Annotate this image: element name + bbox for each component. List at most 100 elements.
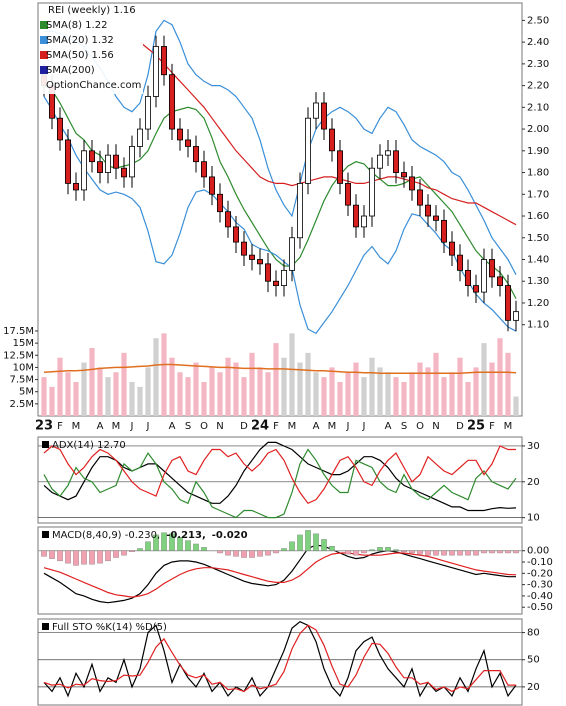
tick-label: 1.60: [527, 211, 549, 222]
volume-bar: [129, 381, 135, 416]
month-label: J: [362, 421, 366, 432]
histogram-bar: [49, 550, 55, 559]
month-label: J: [130, 421, 134, 432]
indicator-line: [43, 552, 517, 598]
candle-body: [336, 150, 343, 184]
histogram-bar: [73, 550, 79, 566]
histogram-bar: [281, 548, 287, 551]
histogram-bar: [449, 550, 455, 556]
watermark: OptionChance.com: [46, 80, 141, 91]
month-label: F: [489, 421, 495, 432]
histogram-bar: [105, 550, 111, 562]
volume-bar: [177, 372, 183, 416]
legend-label: SMA(50) 1.56: [46, 50, 114, 61]
histogram-bar: [329, 546, 335, 551]
tick-label: 1.30: [527, 276, 549, 287]
candle-body: [296, 183, 303, 239]
candle-body: [144, 96, 151, 130]
candle-body: [360, 215, 367, 228]
volume-bar: [121, 352, 127, 416]
candle-body: [272, 280, 279, 286]
volume-bar: [441, 377, 447, 416]
tick-label: -0.20: [527, 568, 553, 579]
histogram-bar: [481, 550, 487, 554]
histogram-bar: [505, 550, 511, 554]
candle-body: [472, 285, 479, 293]
histogram-bar: [185, 540, 191, 551]
histogram-bar: [417, 550, 423, 555]
tick-label: 2.00: [527, 124, 549, 135]
histogram-bar: [257, 550, 263, 557]
candle-body: [320, 102, 327, 130]
volume-bar: [361, 377, 367, 416]
volume-bar: [41, 377, 47, 416]
volume-bar: [217, 372, 223, 416]
volume-bar: [273, 343, 279, 416]
legend-label: SMA(200): [46, 65, 95, 76]
candle-body: [480, 259, 487, 293]
tick-label: 30: [527, 441, 540, 452]
month-label: N: [432, 421, 439, 432]
month-label: D: [456, 421, 464, 432]
histogram-bar: [297, 534, 303, 551]
tick-label: 1.20: [527, 298, 549, 309]
month-label: S: [401, 421, 407, 432]
candle-body: [504, 285, 511, 321]
histogram-bar: [177, 537, 183, 551]
candle-body: [176, 128, 183, 141]
legend-swatch: [42, 623, 49, 630]
volume-bar: [369, 357, 375, 416]
month-label: M: [112, 421, 121, 432]
histogram-bar: [233, 550, 239, 557]
candle-body: [168, 74, 175, 130]
tick-label: 2.5M: [9, 399, 34, 410]
histogram-bar: [441, 550, 447, 556]
histogram-bar: [369, 549, 375, 551]
volume-bar: [65, 372, 71, 416]
month-label: A: [169, 421, 176, 432]
month-label: A: [385, 421, 392, 432]
panel-label: -0.020: [212, 530, 248, 541]
histogram-bar: [497, 550, 503, 554]
month-label: M: [288, 421, 297, 432]
histogram-bar: [97, 550, 103, 564]
volume-bar: [505, 352, 511, 416]
volume-bar: [353, 362, 359, 416]
histogram-bar: [169, 533, 175, 551]
candle-body: [280, 269, 287, 286]
tick-label: 2.40: [527, 37, 549, 48]
month-label: O: [416, 421, 424, 432]
volume-bar: [153, 338, 159, 416]
volume-average: [43, 363, 517, 374]
candle-body: [136, 128, 143, 147]
volume-bar: [473, 367, 479, 416]
candle-body: [57, 117, 64, 141]
tick-label: 1.40: [527, 254, 549, 265]
volume-bar: [449, 372, 455, 416]
histogram-bar: [289, 541, 295, 551]
volume-bar: [345, 372, 351, 416]
histogram-bar: [121, 550, 127, 556]
indicator-line: [44, 19, 517, 275]
candle-body: [248, 254, 255, 260]
volume-bar: [321, 377, 327, 416]
volume-bar: [161, 333, 167, 416]
candle-body: [368, 167, 375, 217]
tick-label: 5M: [19, 387, 34, 398]
volume-bar: [433, 352, 439, 416]
month-label: F: [57, 421, 63, 432]
tick-label: 1.80: [527, 168, 549, 179]
indicator-line: [139, 41, 517, 226]
candle-body: [432, 215, 439, 221]
volume-bar: [281, 357, 287, 416]
panel-label: MACD(8,40,9) -0.230,: [52, 530, 160, 541]
candle-body: [288, 237, 295, 271]
tick-label: 2.30: [527, 59, 549, 70]
histogram-bar: [393, 549, 399, 551]
candle-body: [304, 117, 311, 184]
tick-label: 2.10: [527, 102, 549, 113]
month-label: S: [185, 421, 191, 432]
histogram-bar: [145, 541, 151, 551]
